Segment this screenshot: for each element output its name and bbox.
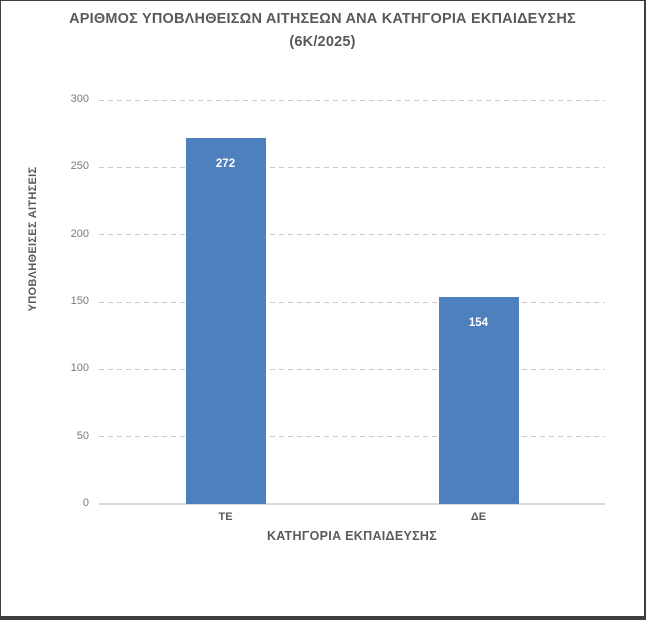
y-tick-label-200: 200: [70, 227, 89, 240]
chart-title: ΑΡΙΘΜΟΣ ΥΠΟΒΛΗΘΕΙΣΩΝ ΑΙΤΗΣΕΩΝ ΑΝΑ ΚΑΤΗΓΟ…: [1, 8, 644, 54]
y-tick-label-300: 300: [70, 93, 89, 105]
gridline-y-150: [99, 301, 605, 303]
bar-ΤΕ: 272: [185, 137, 266, 504]
y-tick-label-150: 150: [70, 295, 89, 307]
plot-area: 272 154: [99, 99, 605, 505]
bar-ΔΕ: 154: [438, 296, 519, 504]
x-tick-label-ΤΕ: ΤΕ: [218, 511, 233, 523]
y-tick-label-250: 250: [70, 160, 89, 173]
gridline-y-100: [99, 368, 605, 370]
x-axis-baseline: [99, 503, 605, 505]
y-axis-title: ΥΠΟΒΛΗΘΕΙΣΕΣ ΑΙΤΗΣΕΙΣ: [27, 166, 39, 312]
bar-data-label-ΔΕ: 154: [468, 316, 489, 329]
y-tick-label-50: 50: [76, 429, 89, 442]
gridline-y-50: [99, 436, 605, 438]
x-axis-title: ΚΑΤΗΓΟΡΙΑ ΕΚΠΑΙΔΕΥΣΗΣ: [266, 529, 438, 543]
y-tick-label-0: 0: [82, 497, 89, 509]
chart-title-line2: (6Κ/2025): [289, 34, 356, 50]
y-tick-label-100: 100: [70, 362, 89, 375]
bar-data-label-ΤΕ: 272: [215, 157, 236, 170]
chart-title-line1: ΑΡΙΘΜΟΣ ΥΠΟΒΛΗΘΕΙΣΩΝ ΑΙΤΗΣΕΩΝ ΑΝΑ ΚΑΤΗΓΟ…: [69, 11, 576, 27]
gridline-y-250: [99, 166, 605, 168]
gridline-y-200: [99, 234, 605, 236]
x-tick-label-ΔΕ: ΔΕ: [470, 511, 487, 523]
gridline-y-300: [99, 99, 605, 101]
